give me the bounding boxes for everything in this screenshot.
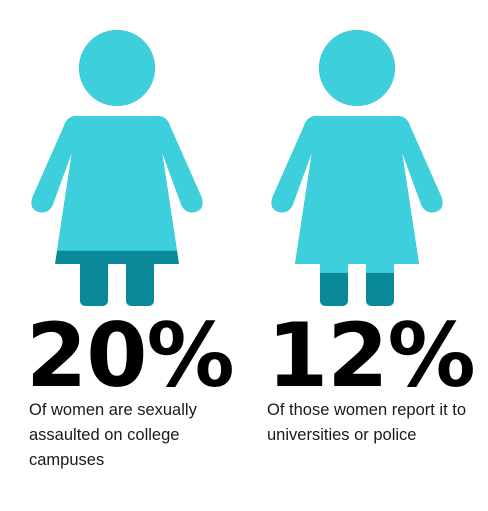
stat-caption: Of those women report it to universities… bbox=[267, 401, 467, 444]
woman-figure-icon bbox=[271, 30, 443, 306]
stat-value: 20% bbox=[26, 304, 235, 407]
stat-value: 12% bbox=[267, 304, 476, 407]
figure-fill bbox=[271, 30, 443, 273]
stat-panel-reported: 12% Of those women report it to universi… bbox=[245, 0, 476, 511]
figure-left-leg bbox=[80, 260, 108, 306]
stat-panel-assaulted: 20% Of women are sexually assaulted on c… bbox=[0, 0, 235, 511]
figure-fill bbox=[31, 30, 203, 251]
stat-caption: Of women are sexually assaulted on colle… bbox=[29, 401, 197, 469]
figure-right-leg bbox=[126, 260, 154, 306]
woman-figure-icon bbox=[31, 30, 203, 306]
